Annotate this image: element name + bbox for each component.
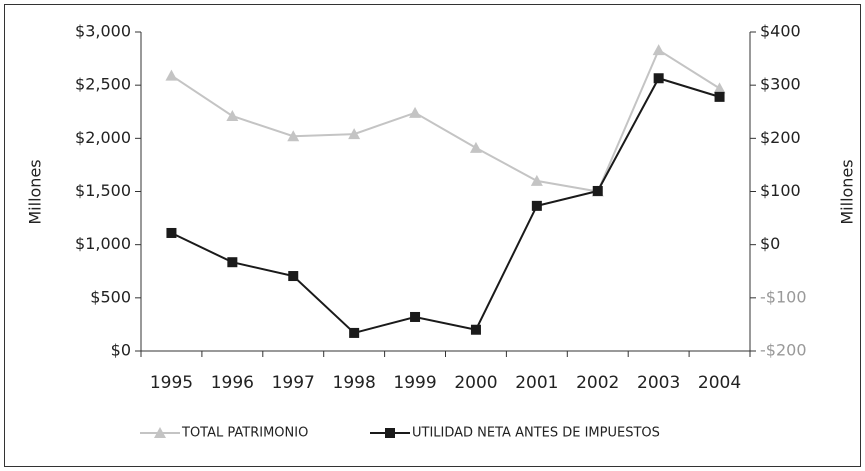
point [713, 82, 726, 94]
point [166, 227, 177, 238]
x-tick-label: 1998 [333, 373, 376, 393]
legend-marker [154, 427, 166, 438]
point [653, 73, 664, 84]
point [165, 69, 178, 81]
y2-tick-label: $400 [760, 22, 801, 41]
point [226, 110, 239, 122]
point [469, 141, 482, 153]
point [349, 327, 360, 338]
point [288, 271, 299, 282]
point [470, 324, 481, 335]
x-tick-label: 1996 [211, 373, 254, 393]
point [227, 257, 238, 268]
point [530, 174, 543, 186]
frame [4, 4, 861, 467]
point [531, 200, 542, 211]
y2-tick-label: $100 [760, 181, 801, 200]
x-tick-label: 2002 [576, 373, 619, 393]
y-tick-label: $1,000 [75, 234, 131, 253]
y-tick-label: $2,000 [75, 128, 131, 147]
point [410, 311, 421, 322]
series-line [170, 48, 721, 193]
y2-axis-label: Millones [838, 159, 857, 224]
point [714, 91, 725, 102]
legend-label: UTILIDAD NETA ANTES DE IMPUESTOS [412, 426, 660, 441]
point [409, 106, 422, 118]
y-tick-label: $3,000 [75, 22, 131, 41]
x-tick-label: 1997 [272, 373, 315, 393]
legend-label: TOTAL PATRIMONIO [181, 426, 308, 441]
y2-tick-label: -$100 [760, 287, 807, 306]
x-tick-label: 2000 [454, 373, 497, 393]
y-tick-label: $1,500 [75, 181, 131, 200]
point [287, 130, 300, 142]
y-tick-label: $0 [111, 341, 131, 360]
x-tick-label: 2004 [698, 373, 741, 393]
y-tick-label: $2,500 [75, 75, 131, 94]
x-tick-label: 1995 [150, 373, 193, 393]
point [348, 128, 361, 140]
series-line [171, 77, 720, 335]
x-tick-label: 2001 [515, 373, 558, 393]
point [652, 44, 665, 56]
point [592, 185, 603, 196]
y2-tick-label: -$200 [760, 341, 807, 360]
legend-marker [385, 428, 395, 438]
y2-tick-label: $300 [760, 75, 801, 94]
x-tick-label: 1999 [393, 373, 436, 393]
y2-tick-label: $0 [760, 234, 780, 253]
y-axis-label: Millones [26, 159, 45, 224]
y-tick-label: $500 [90, 287, 131, 306]
x-tick-label: 2003 [637, 373, 680, 393]
y2-tick-label: $200 [760, 128, 801, 147]
